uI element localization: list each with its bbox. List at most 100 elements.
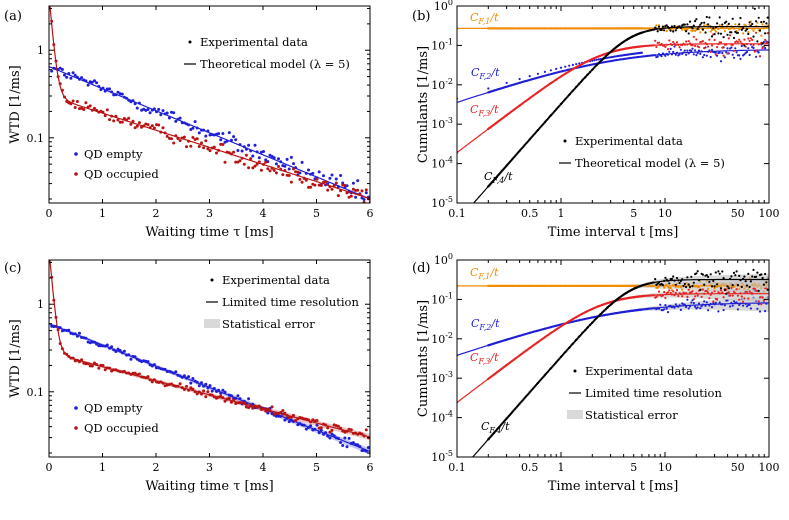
data-point [309, 185, 313, 189]
data-point [223, 399, 227, 403]
data-point [328, 430, 332, 434]
x-tick-label: 1 [558, 207, 565, 220]
data-point [167, 116, 171, 120]
data-point [669, 286, 672, 289]
data-point [691, 27, 694, 30]
data-point [313, 183, 317, 187]
data-point [150, 124, 154, 128]
data-point [131, 119, 135, 123]
data-point [764, 47, 767, 50]
data-point [727, 291, 730, 294]
data-point [697, 49, 701, 52]
series-line-2 [457, 43, 769, 154]
data-point [744, 280, 747, 283]
data-point [270, 405, 274, 409]
data-point [351, 181, 355, 185]
series-label: QD empty [84, 147, 143, 161]
data-point [146, 108, 150, 111]
data-point [135, 106, 139, 110]
data-point [748, 53, 751, 57]
legend-label: Theoretical model (λ = 5) [575, 156, 725, 170]
data-point [343, 436, 347, 440]
data-point [281, 409, 285, 412]
data-point [730, 275, 733, 278]
data-point [764, 272, 767, 276]
data-point [732, 49, 736, 53]
data-point [349, 428, 353, 432]
data-point [707, 287, 710, 290]
data-point [251, 154, 255, 158]
data-point [726, 47, 729, 50]
data-point [708, 297, 711, 300]
data-point [749, 307, 753, 310]
data-point [708, 280, 711, 283]
data-point [307, 168, 310, 172]
ticks: 0 1 2 3 4 5 6 1 0.1 [27, 6, 374, 220]
data-point [747, 272, 750, 275]
x-tick-label: 5 [313, 207, 320, 220]
data-point [713, 38, 716, 42]
data-point [696, 52, 699, 55]
x-axis-label: Waiting time τ [ms] [145, 225, 273, 240]
data-point [740, 44, 743, 48]
data-point [640, 51, 644, 54]
data-point [334, 177, 338, 181]
data-point [73, 106, 77, 109]
data-point [721, 51, 724, 55]
data-point [204, 139, 208, 143]
data-point [692, 298, 695, 301]
data-point [236, 149, 240, 152]
data-point [686, 49, 689, 52]
data-point [330, 187, 334, 191]
data-point [685, 285, 688, 289]
data-point [285, 157, 289, 161]
data-point [240, 149, 244, 153]
data-point [713, 287, 716, 290]
legend-label: Limited time resolution [222, 295, 359, 309]
data-point [84, 101, 88, 105]
data-point [708, 38, 711, 41]
data-point [657, 25, 661, 28]
data-point [319, 426, 323, 430]
data-point [129, 122, 133, 126]
data-point [197, 145, 201, 148]
data-point [714, 271, 717, 274]
data-point [272, 168, 276, 172]
data-point [695, 38, 698, 41]
data-point [351, 441, 355, 445]
data-point [69, 76, 73, 80]
data-point [694, 44, 697, 48]
data-point [742, 32, 745, 35]
annotation-2: CF,2/t [471, 317, 500, 332]
series-label: QD occupied [84, 167, 159, 181]
data-point [703, 47, 706, 50]
y-axis-label: WTD [1/ms] [8, 65, 23, 143]
data-point [677, 294, 680, 298]
data-point [685, 53, 688, 56]
axes-frame [456, 5, 770, 204]
error-band-1 [457, 297, 769, 356]
data-point [721, 46, 724, 49]
data-point [336, 194, 340, 198]
data-point [266, 167, 270, 171]
data-point [257, 156, 261, 160]
data-point [349, 194, 353, 198]
data-point [146, 123, 150, 127]
data-point [212, 145, 216, 149]
data-point [687, 283, 690, 286]
series-line-0 [49, 66, 370, 200]
data-point [227, 131, 231, 135]
data-point [669, 291, 672, 294]
legend-marker [573, 369, 577, 373]
data-point [219, 142, 223, 146]
data-point [713, 290, 716, 293]
data-point [122, 117, 126, 120]
data-point [670, 277, 674, 280]
data-point [360, 196, 364, 200]
data-point [753, 7, 756, 10]
data-point [232, 135, 236, 139]
data-point [743, 297, 746, 300]
data-point [761, 47, 764, 50]
data-point [760, 34, 763, 37]
data-point [668, 39, 671, 42]
